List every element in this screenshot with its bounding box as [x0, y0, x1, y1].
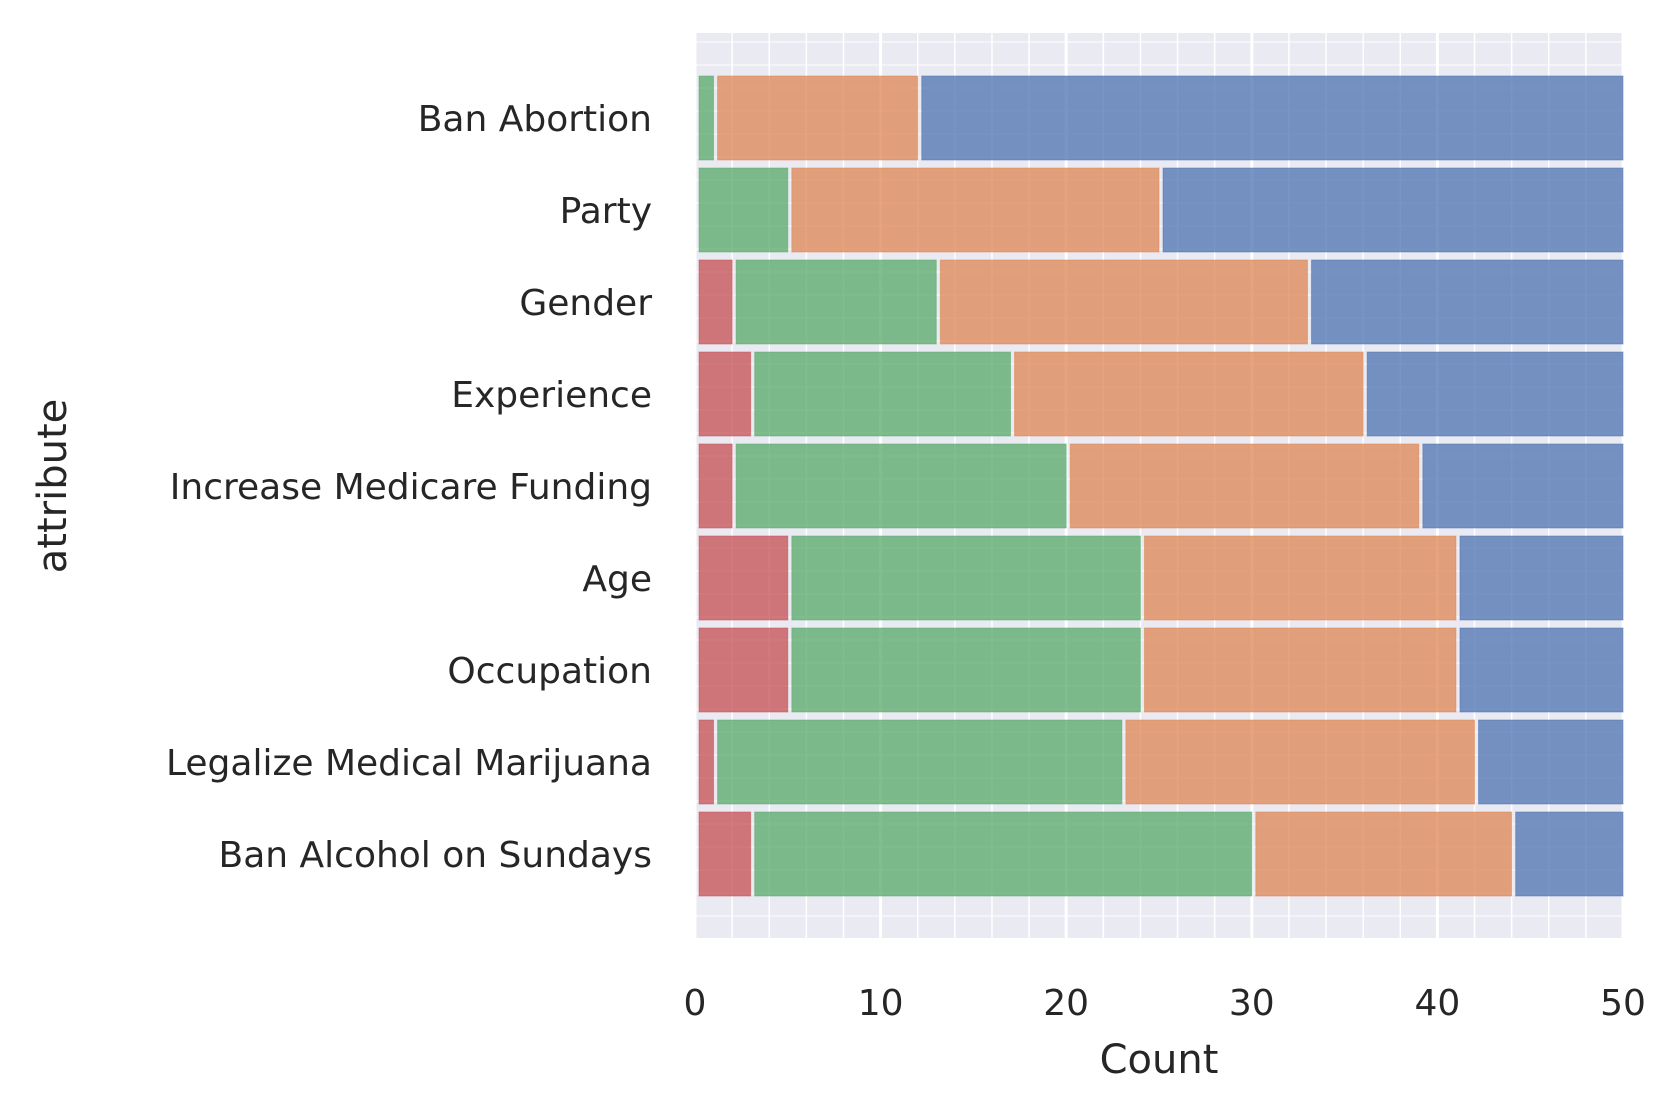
x-tick-label: 50 [1600, 983, 1646, 1024]
x-tick-label: 20 [1043, 983, 1089, 1024]
y-tick-label: Ban Alcohol on Sundays [219, 835, 653, 876]
x-tick-label: 30 [1229, 983, 1275, 1024]
bar-segment [754, 811, 1253, 897]
y-tick-label: Party [560, 191, 652, 232]
bar-segment [791, 167, 1160, 253]
y-tick-label: Legalize Medical Marijuana [166, 743, 652, 784]
bar-segment [1422, 443, 1624, 529]
bar-segment [1162, 167, 1624, 253]
bar-segment [698, 75, 715, 161]
y-tick-label: Occupation [447, 651, 652, 692]
bar-segment [1014, 351, 1364, 437]
bar-segment [1255, 811, 1513, 897]
y-tick-label: Age [582, 559, 652, 600]
bar-segment [1478, 719, 1624, 805]
bar-segment [1366, 351, 1624, 437]
bar-segment [921, 75, 1624, 161]
bar-segment [1515, 811, 1624, 897]
bar-segment [698, 627, 789, 713]
bar-segment [939, 259, 1308, 345]
x-tick-label: 40 [1414, 983, 1460, 1024]
bar-segment [1459, 535, 1624, 621]
bar-segment [698, 351, 752, 437]
bar-segment [698, 167, 789, 253]
y-tick-label: Experience [451, 375, 652, 416]
x-tick-label: 0 [684, 983, 707, 1024]
bar-segment [698, 443, 733, 529]
bar-segment [698, 259, 733, 345]
y-tick-label: Ban Abortion [418, 99, 652, 140]
bar-segment [735, 259, 937, 345]
bar-segment [698, 719, 715, 805]
bar-segment [1069, 443, 1420, 529]
bar-segment [717, 719, 1123, 805]
x-tick-label: 10 [858, 983, 904, 1024]
bar-segment [1143, 627, 1457, 713]
bar-segment [791, 535, 1141, 621]
y-tick-label: Increase Medicare Funding [170, 467, 652, 508]
bar-segment [1125, 719, 1476, 805]
bar-segment [754, 351, 1012, 437]
x-tick-labels: 0 10 20 30 40 50 [684, 983, 1646, 1024]
bar-segment [698, 811, 752, 897]
y-axis-title: attribute [30, 399, 76, 573]
x-axis-title: Count [1100, 1037, 1219, 1083]
bar-segment [791, 627, 1141, 713]
y-tick-labels: Ban Abortion Party Gender Experience Increas… [166, 99, 652, 876]
bar-segment [1310, 259, 1624, 345]
bar-segment [698, 535, 789, 621]
bar-segment [1459, 627, 1624, 713]
bar-segment [735, 443, 1067, 529]
bar-segment [1143, 535, 1457, 621]
bar-segment [717, 75, 919, 161]
y-tick-label: Gender [519, 283, 652, 324]
bars [698, 75, 1624, 897]
